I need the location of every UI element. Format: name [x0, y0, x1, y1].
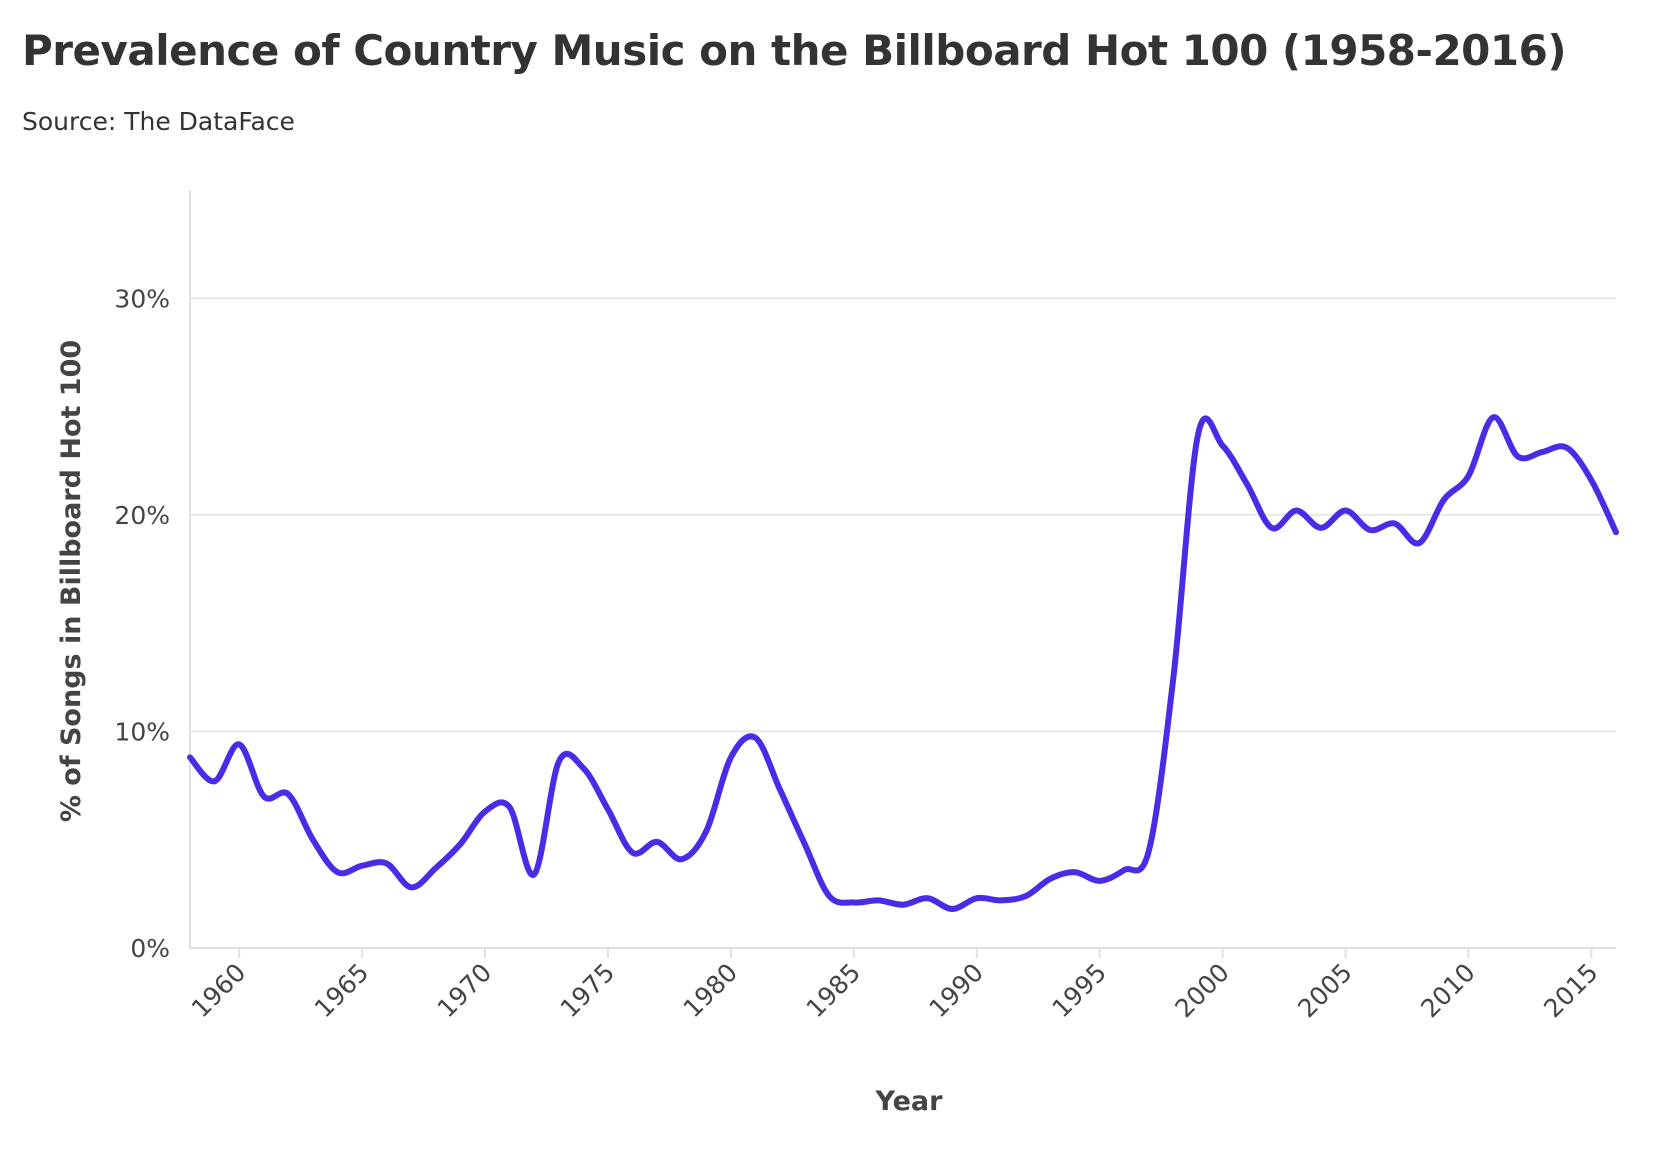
x-tick-label: 1970	[432, 958, 497, 1023]
x-tick-label: 2000	[1169, 958, 1234, 1023]
x-tick-label: 1985	[801, 958, 866, 1023]
x-tick-label: 1965	[309, 958, 374, 1023]
grid-lines	[190, 297, 1616, 733]
y-tick-label: 0%	[130, 934, 170, 963]
y-tick-label: 10%	[114, 717, 170, 746]
chart-title: Prevalence of Country Music on the Billb…	[22, 26, 1567, 75]
x-axis-ticks: 1960 1965 1970 1975 1980 1985 1990 1995 2000 2005…	[186, 948, 1604, 1023]
y-axis-title: % of Songs in Billboard Hot 100	[56, 340, 87, 822]
x-tick-label: 1960	[186, 958, 251, 1023]
x-axis-title: Year	[875, 1086, 944, 1117]
series-line	[187, 414, 1619, 912]
x-tick-label: 1990	[924, 958, 989, 1023]
x-tick-label: 2015	[1538, 958, 1603, 1023]
x-tick-label: 2010	[1415, 958, 1480, 1023]
x-tick-label: 1975	[555, 958, 620, 1023]
chart-subtitle: Source: The DataFace	[22, 107, 295, 136]
y-axis-ticks: 0% 10% 20% 30%	[114, 284, 170, 963]
x-tick-label: 1995	[1046, 958, 1111, 1023]
x-tick-label: 1980	[678, 958, 743, 1023]
y-tick-label: 30%	[114, 284, 170, 313]
y-tick-label: 20%	[114, 501, 170, 530]
x-tick-label: 2005	[1292, 958, 1357, 1023]
